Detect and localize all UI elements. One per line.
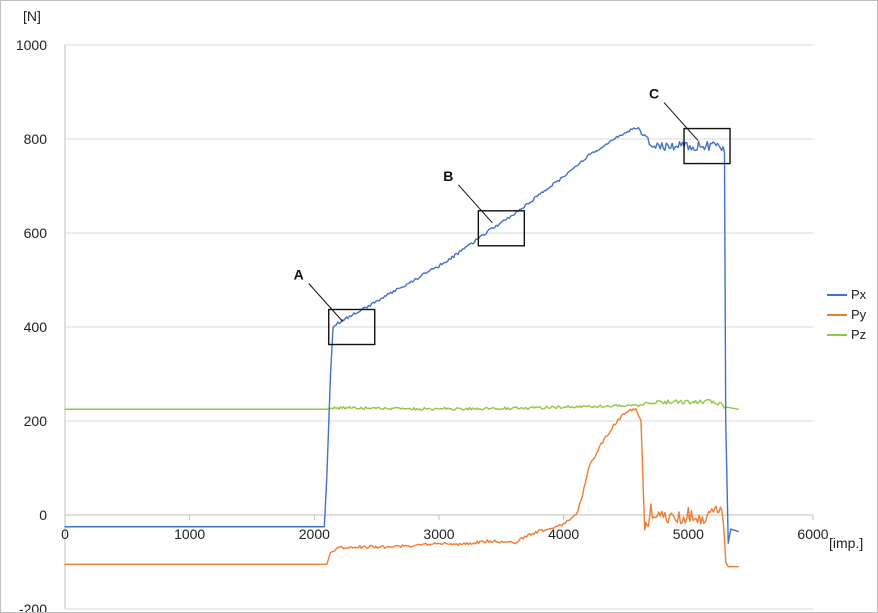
series-layer — [64, 126, 739, 568]
legend-label-px: Px — [851, 287, 867, 302]
x-tick-label: 0 — [61, 526, 69, 542]
y-tick-label: 600 — [24, 225, 48, 241]
annotation-leader-b — [457, 184, 493, 224]
y-tick-label: 0 — [39, 507, 47, 523]
legend-label-py: Py — [851, 307, 867, 322]
series-line-pz — [64, 398, 739, 411]
series-line-px — [64, 126, 739, 544]
x-tick-label: 5000 — [673, 526, 704, 542]
y-tick-label: 200 — [24, 413, 48, 429]
x-axis-unit-label: [imp.] — [829, 535, 863, 551]
x-tick-label: 1000 — [174, 526, 205, 542]
annotation-label-b: B — [443, 168, 453, 184]
legend: Px Py Pz — [827, 287, 867, 342]
annotation-box-b — [477, 210, 526, 247]
x-tick-label: 4000 — [548, 526, 579, 542]
annotation-label-c: C — [649, 86, 659, 102]
y-axis-unit-label: [N] — [23, 8, 41, 24]
x-tick-label: 3000 — [423, 526, 454, 542]
annotation-box-a — [328, 308, 376, 346]
y-tick-label: 800 — [24, 131, 48, 147]
annotation-layer: A B C — [294, 86, 731, 346]
legend-label-pz: Pz — [851, 327, 866, 342]
x-tick-label: 2000 — [299, 526, 330, 542]
annotation-leader-c — [663, 102, 699, 141]
annotation-box-c — [683, 127, 731, 165]
x-tick-label: 6000 — [797, 526, 828, 542]
y-tick-label: -200 — [19, 601, 47, 612]
tick-label-layer: -200 0 200 400 600 800 1000 0 1000 2000 3000 4000 50… — [16, 37, 829, 612]
y-tick-label: 1000 — [16, 37, 47, 53]
y-tick-label: 400 — [24, 319, 48, 335]
annotation-leader-a — [308, 283, 344, 322]
grid-layer — [64, 44, 814, 610]
annotation-label-a: A — [294, 267, 304, 283]
series-line-py — [64, 408, 739, 568]
